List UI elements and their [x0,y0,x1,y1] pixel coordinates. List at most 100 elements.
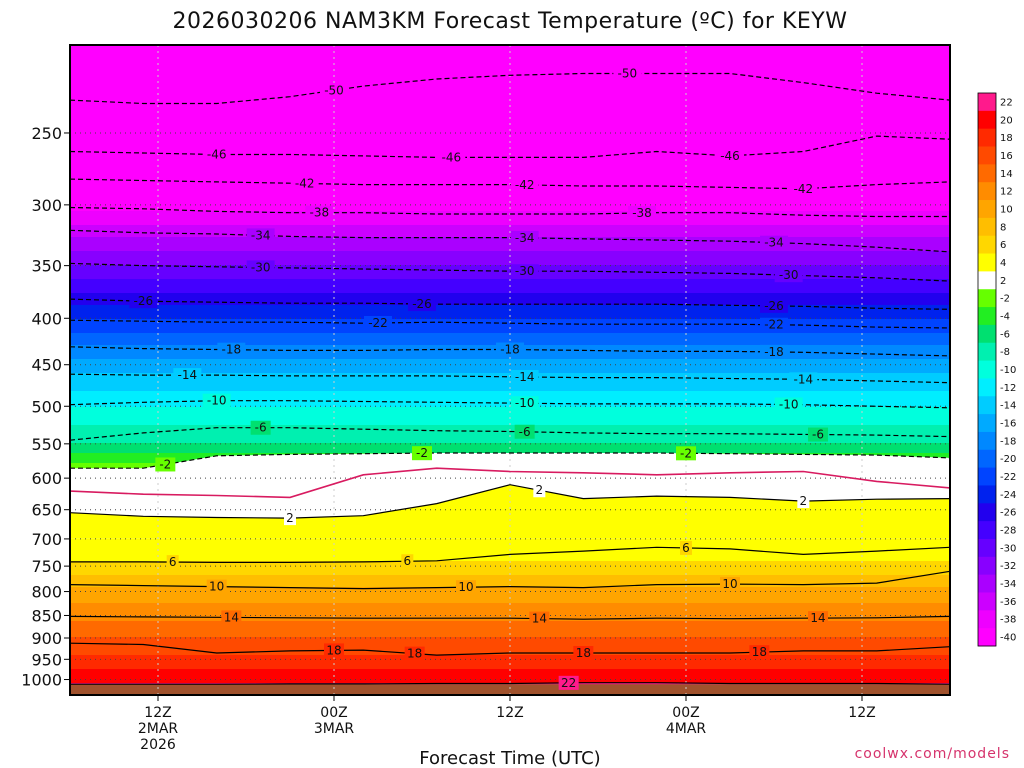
contour-label-bg [720,577,740,592]
colorbar-swatch [978,360,996,379]
contour-label-bg [404,646,425,661]
temperature-band [70,133,950,136]
colorbar-label: -8 [1000,347,1010,358]
contour-label: -14 [178,368,198,382]
contour-label: -30 [251,260,271,274]
temperature-band [70,281,950,284]
colorbar-swatch [978,574,996,593]
time-tick-label: 00Z [320,705,347,721]
contour-label: 18 [407,647,422,661]
temperature-band [70,121,950,124]
contour-label-bg [173,368,202,383]
temperature-band [70,563,950,566]
contour-label: 2 [536,483,544,497]
pressure-tick-label: 550 [31,435,62,454]
colorbar-swatch [978,467,996,486]
contour-label-bg [774,268,803,283]
colorbar-label: -6 [1000,329,1010,340]
temperature-band [70,67,950,70]
temperature-band [70,83,950,86]
temperature-band [70,367,950,370]
temperature-band [70,71,950,74]
temperature-band [70,545,950,548]
temperature-band [70,635,950,638]
colorbar-swatch [978,93,996,112]
freezing-line [69,467,951,499]
temperature-band [70,79,950,82]
contour-label-bg [437,150,466,165]
contour-label: -46 [207,147,227,161]
plot-area: -50 -50 -46 -46 -46 -42 -42 -42 -38 -38 -34 -34 -34 -… [69,45,951,696]
temperature-band [70,233,950,236]
temperature-band [70,181,950,184]
temperature-band [70,445,950,448]
temperature-band [70,439,950,442]
temperature-band [70,229,950,232]
temperature-band [70,655,950,658]
contour-lines [69,72,951,685]
temperature-band [70,571,950,574]
pressure-tick-label: 650 [31,501,62,520]
pressure-tick-label: 600 [31,469,62,488]
contour-line [69,229,951,253]
temperature-band [70,203,950,206]
temperature-band [70,91,950,94]
contour-label-bg [456,580,476,595]
temperature-band [70,137,950,140]
temperature-band [70,269,950,272]
temperature-band [70,299,950,302]
temperature-band [70,217,950,220]
temperature-band [70,73,950,76]
temperature-band [70,337,950,340]
temperature-band [70,307,950,310]
temperature-band [70,397,950,400]
colorbar-swatch [978,271,996,290]
time-tick-label: 4MAR [666,721,707,737]
colorbar-swatch [978,342,996,361]
temperature-band [70,145,950,148]
temperature-band [70,665,950,668]
contour-label-bg [529,611,550,626]
temperature-band [70,659,950,662]
colorbar-swatch [978,431,996,451]
colorbar-swatch [978,396,996,415]
temperature-band [70,425,950,428]
temperature-band [70,205,950,208]
temperature-band [70,131,950,134]
contour-label-bg [166,555,179,570]
temperature-band [70,331,950,334]
pressure-tick-label: 750 [31,557,62,576]
temperature-band [70,235,950,238]
contour-label-bg [774,397,803,412]
contour-label-bg [760,317,788,332]
contour-label-bg [797,494,810,509]
contour-label: 18 [326,643,341,657]
pressure-tick-label: 1000 [21,671,62,690]
temperature-band [70,383,950,386]
temperature-band [70,211,950,214]
time-tick-label: 00Z [672,705,699,721]
contour-label: -38 [632,206,652,220]
temperature-band [70,335,950,338]
temperature-band [70,607,950,610]
colorbar-label: 8 [1000,222,1006,233]
contour-label: -6 [255,421,267,435]
temperature-band [70,593,950,596]
contour-label: -26 [134,294,154,308]
temperature-band [70,157,950,160]
temperature-band [70,325,950,328]
colorbar-swatch [978,253,996,272]
yellow-zone [70,484,950,539]
colorbar-label: -12 [1000,383,1016,394]
colorbar-swatch [978,146,996,165]
contour-label-bg [628,205,656,220]
contour-label-bg [246,228,275,243]
contour-label-bg [789,181,818,196]
temperature-band [70,253,950,256]
contour-label-bg [808,427,828,442]
temperature-band [70,49,950,52]
colorbar-label: -16 [1000,419,1016,430]
temperature-band [70,223,950,226]
